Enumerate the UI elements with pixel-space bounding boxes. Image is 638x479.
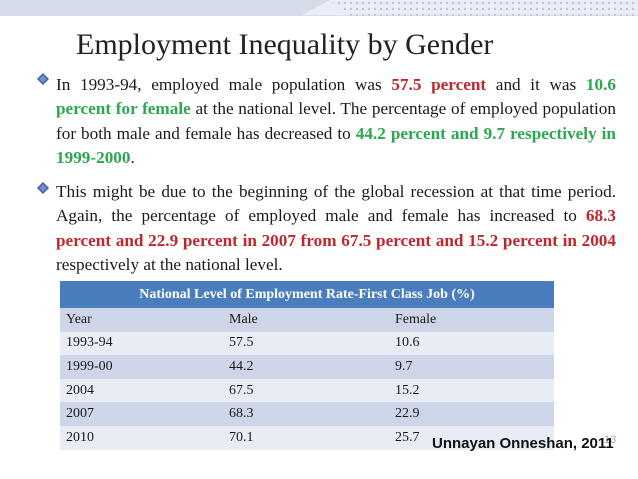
cell-female: 10.6 <box>389 331 554 356</box>
table-row: 1993-94 57.5 10.6 <box>60 331 554 356</box>
cell-male: 57.5 <box>223 331 389 356</box>
para1-text-4: . <box>130 148 135 168</box>
paragraph-1: In 1993-94, employed male population was… <box>56 73 616 171</box>
cell-male: 70.1 <box>223 425 389 450</box>
column-header-female: Female <box>389 308 554 332</box>
cell-year: 1993-94 <box>60 331 223 356</box>
header-banner <box>0 0 638 16</box>
para2-text-1: This might be due to the beginning of th… <box>56 182 616 226</box>
cell-year: 2007 <box>60 402 223 426</box>
cell-male: 67.5 <box>223 378 389 403</box>
para2-highlight-2007-2004: 68.3 percent and 22.9 percent in 2007 fr… <box>56 206 616 250</box>
paragraph-2: This might be due to the beginning of th… <box>56 180 616 278</box>
para1-highlight-male-1993: 57.5 percent <box>391 75 487 94</box>
cell-male: 44.2 <box>223 355 389 379</box>
diamond-bullet-icon <box>37 182 49 194</box>
cell-female: 9.7 <box>389 355 554 379</box>
para1-highlight-female-1993: 10.6 percent for female <box>56 75 616 119</box>
para2-text-2: respectively at the national level. <box>56 255 283 275</box>
column-header-male: Male <box>223 308 389 332</box>
table-row: 2010 70.1 25.7 <box>60 425 554 450</box>
para1-text-3: at the national level. The percentage of… <box>56 99 616 143</box>
cell-male: 68.3 <box>223 402 389 426</box>
cell-female: 25.7 <box>389 425 554 450</box>
page-number: 13 <box>604 434 617 446</box>
para1-text-2: and it was <box>486 75 586 94</box>
source-citation: Unnayan Onneshan, 2011 <box>432 435 614 452</box>
employment-rate-table: National Level of Employment Rate-First … <box>60 281 554 450</box>
column-header-year: Year <box>60 308 223 332</box>
para1-text-1: In 1993-94, employed male population was <box>56 75 392 94</box>
slide-title: Employment Inequality by Gender <box>76 28 494 61</box>
cell-female: 15.2 <box>389 378 554 403</box>
para1-highlight-1999: 44.2 percent and 9.7 respectively in 199… <box>56 123 616 168</box>
table-row: 1999-00 44.2 9.7 <box>60 355 554 379</box>
cell-year: 1999-00 <box>60 355 223 379</box>
table-column-headers: Year Male Female <box>60 308 554 332</box>
table-row: 2007 68.3 22.9 <box>60 402 554 426</box>
cell-year: 2010 <box>60 425 223 450</box>
table-row: 2004 67.5 15.2 <box>60 378 554 403</box>
diamond-bullet-icon <box>37 73 49 85</box>
table-caption-header: National Level of Employment Rate-First … <box>60 281 554 308</box>
cell-female: 22.9 <box>389 402 554 426</box>
cell-year: 2004 <box>60 378 223 403</box>
